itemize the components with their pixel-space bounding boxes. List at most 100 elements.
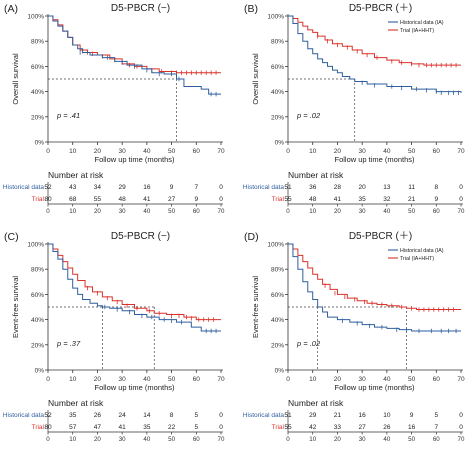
y-tick-label: 0% [35, 368, 45, 375]
risk-count: 55 [94, 196, 102, 203]
x-tick-label: 0 [286, 148, 290, 155]
risk-count: 42 [309, 424, 317, 431]
risk-table-tick-label: 10 [69, 208, 76, 215]
risk-count: 9 [170, 184, 174, 191]
y-tick-label: 60% [31, 292, 44, 299]
series-historical-curve [48, 243, 221, 332]
panel-title: D5-PBCR (＋) [349, 231, 412, 242]
y-tick-label: 40% [31, 89, 44, 96]
risk-count: 0 [459, 424, 463, 431]
risk-table-tick-label: 20 [334, 436, 341, 443]
risk-table-tick-label: 40 [383, 208, 390, 215]
y-tick-label: 40% [31, 317, 44, 324]
risk-count: 10 [383, 412, 391, 419]
x-tick-label: 50 [168, 148, 176, 155]
y-tick-label: 0% [275, 368, 285, 375]
risk-table-tick-label: 20 [94, 208, 101, 215]
series-trial-curve [48, 15, 221, 74]
risk-count: 34 [94, 184, 102, 191]
panel-label: (B) [244, 3, 258, 15]
risk-table-tick-label: 70 [218, 208, 225, 215]
x-axis-label: Follow up time (months) [94, 155, 175, 164]
risk-table-tick-label: 70 [458, 208, 465, 215]
x-tick-label: 10 [309, 148, 317, 155]
panel-title: D5-PBCR (＋) [349, 3, 412, 14]
y-tick-label: 60% [271, 292, 284, 299]
risk-count: 35 [69, 412, 77, 419]
risk-table-tick-label: 10 [309, 208, 316, 215]
x-tick-label: 70 [217, 148, 225, 155]
risk-count: 0 [459, 184, 463, 191]
risk-table-tick-label: 50 [408, 208, 415, 215]
risk-table-title: Number at risk [48, 398, 104, 408]
y-axis-label: Event-free survival [251, 276, 260, 338]
risk-count: 14 [143, 412, 151, 419]
y-tick-label: 60% [31, 64, 44, 71]
series-trial-curve [288, 243, 461, 311]
risk-count: 11 [408, 184, 415, 191]
legend-label-trial: Trial (IA+HHT) [400, 256, 434, 262]
risk-count: 5 [194, 424, 198, 431]
risk-count: 5 [434, 412, 438, 419]
y-axis-label: Overall survival [251, 53, 260, 105]
legend-label-trial: Trial (IA+HHT) [400, 28, 434, 34]
y-tick-label: 20% [31, 342, 44, 349]
risk-count: 48 [119, 196, 127, 203]
risk-count: 0 [219, 412, 223, 419]
risk-table-tick-label: 0 [286, 436, 290, 443]
risk-count: 27 [168, 196, 176, 203]
panel-label: (A) [4, 3, 18, 15]
panel-title: D5-PBCR (−) [111, 3, 170, 14]
series-historical-curve [288, 15, 462, 93]
x-tick-label: 40 [383, 376, 391, 383]
risk-count: 41 [334, 196, 342, 203]
x-tick-label: 50 [408, 376, 416, 383]
risk-count: 0 [219, 196, 223, 203]
x-tick-label: 0 [286, 376, 290, 383]
risk-count: 9 [194, 196, 198, 203]
risk-table-tick-label: 50 [408, 436, 415, 443]
x-tick-label: 0 [46, 376, 50, 383]
panel-d: (D) D5-PBCR (＋) 0% 20% 40% 60% 80% 100% 0 10 20 30 4… [243, 231, 465, 443]
panel-title: D5-PBCR (−) [111, 231, 170, 242]
risk-count: 21 [408, 196, 416, 203]
x-tick-label: 60 [433, 148, 441, 155]
risk-table-tick-label: 60 [193, 208, 200, 215]
risk-table-title: Number at risk [288, 170, 344, 180]
risk-table-tick-label: 30 [359, 436, 366, 443]
y-tick-label: 80% [271, 267, 284, 274]
y-tick-label: 20% [31, 114, 44, 121]
x-tick-label: 10 [69, 376, 77, 383]
risk-count: 16 [143, 184, 151, 191]
y-tick-label: 20% [271, 342, 284, 349]
risk-count: 0 [459, 196, 463, 203]
risk-count: 43 [69, 184, 77, 191]
risk-table-tick-label: 50 [168, 436, 175, 443]
y-tick-label: 0% [35, 140, 45, 147]
y-tick-label: 40% [271, 317, 284, 324]
risk-count: 48 [309, 196, 317, 203]
risk-table-tick-label: 60 [433, 208, 440, 215]
risk-row-label-trial: Trial [32, 424, 45, 431]
risk-count: 0 [219, 424, 223, 431]
risk-table-tick-label: 20 [334, 208, 341, 215]
legend-label-historical: Historical data (IA) [400, 248, 444, 254]
x-tick-label: 0 [46, 148, 50, 155]
series-historical-curve [288, 243, 461, 332]
x-tick-label: 70 [457, 376, 465, 383]
y-tick-label: 40% [271, 89, 284, 96]
risk-count: 0 [459, 412, 463, 419]
risk-table-tick-label: 50 [168, 208, 175, 215]
risk-row-label-historical: Historical data [3, 412, 45, 419]
risk-row-label-trial: Trial [272, 424, 285, 431]
y-tick-label: 80% [31, 39, 44, 46]
risk-table-tick-label: 40 [143, 436, 150, 443]
risk-count: 27 [359, 424, 367, 431]
risk-count: 16 [408, 424, 416, 431]
y-axis-label: Event-free survival [11, 276, 20, 338]
risk-table-title: Number at risk [48, 170, 104, 180]
risk-table-tick-label: 30 [119, 436, 126, 443]
risk-count: 28 [334, 184, 342, 191]
risk-count: 29 [119, 184, 127, 191]
